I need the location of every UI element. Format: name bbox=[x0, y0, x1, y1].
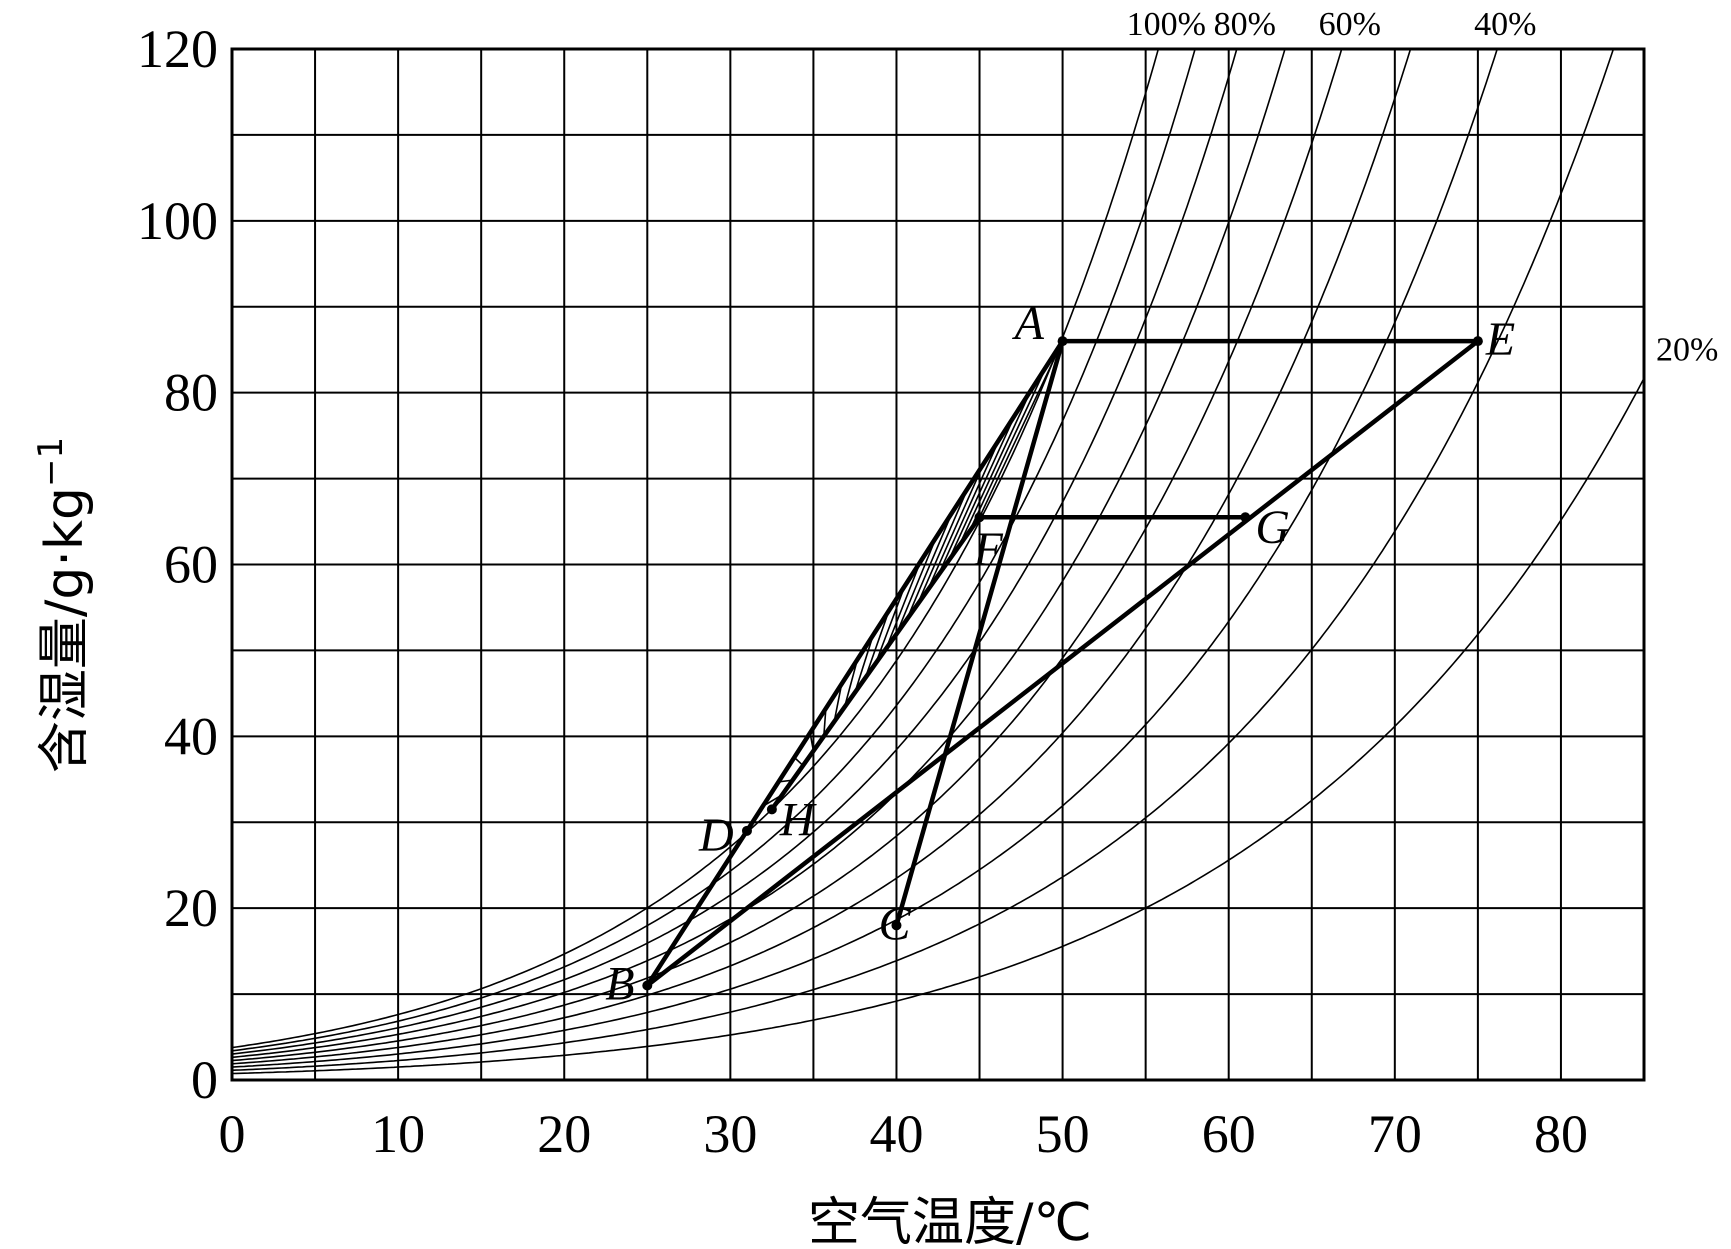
hatch-line bbox=[833, 683, 843, 722]
x-tick-label: 10 bbox=[371, 1104, 425, 1164]
point-H bbox=[766, 804, 777, 815]
segment-AB bbox=[645, 338, 1065, 988]
x-axis-title: 空气温度/℃ bbox=[808, 1193, 1092, 1249]
rh-curves bbox=[231, 48, 1645, 1075]
rh-curve bbox=[231, 48, 1343, 1062]
x-tick-label: 70 bbox=[1368, 1104, 1422, 1164]
y-axis-title: 含湿量/g·kg−1 bbox=[31, 437, 95, 773]
rh-curve bbox=[231, 48, 1196, 1052]
rh-curve bbox=[231, 377, 1645, 1075]
x-tick-label: 40 bbox=[869, 1104, 923, 1164]
hatch-line bbox=[926, 463, 985, 591]
hatch-edge bbox=[978, 340, 1064, 518]
point-label-D: D bbox=[698, 809, 734, 862]
rh-label: 20% bbox=[1656, 331, 1718, 368]
point-C bbox=[891, 920, 902, 931]
rh-curve bbox=[231, 48, 1238, 1055]
state-points: A B C D E F G H bbox=[605, 297, 1515, 1010]
rh-curve bbox=[231, 48, 1498, 1068]
hatch-line bbox=[895, 536, 938, 635]
plot-frame bbox=[230, 47, 1646, 1082]
y-tick-label: 120 bbox=[137, 19, 218, 79]
point-A bbox=[1057, 336, 1068, 347]
rh-label: 40% bbox=[1474, 6, 1536, 43]
y-tick-label: 40 bbox=[164, 706, 218, 766]
rh-label: 60% bbox=[1319, 6, 1381, 43]
hatch-line bbox=[968, 365, 1048, 533]
hatch-line bbox=[885, 561, 922, 649]
point-G bbox=[1240, 512, 1251, 523]
point-label-F: F bbox=[973, 523, 1004, 576]
y-tick-label: 60 bbox=[164, 535, 218, 595]
process-lines bbox=[645, 338, 1481, 988]
point-label-C: C bbox=[878, 897, 911, 950]
x-tick-label: 80 bbox=[1534, 1104, 1588, 1164]
point-label-B: B bbox=[605, 957, 634, 1010]
segment-EB bbox=[645, 338, 1481, 988]
point-D bbox=[741, 825, 752, 836]
rh-labels: 100% 80% 60% 40% 20% bbox=[1127, 6, 1719, 368]
hatch-line bbox=[874, 585, 906, 664]
x-tick-label: 50 bbox=[1036, 1104, 1090, 1164]
grid bbox=[232, 49, 1644, 1080]
y-tick-label: 0 bbox=[191, 1050, 218, 1110]
hatch-line bbox=[843, 659, 859, 708]
segment-FH bbox=[769, 514, 982, 812]
point-E bbox=[1472, 336, 1483, 347]
rh-curve bbox=[231, 48, 1286, 1059]
y-axis-title-group: 含湿量/g·kg−1 bbox=[31, 437, 95, 773]
hatch-line bbox=[937, 438, 1001, 576]
x-tick-label: 20 bbox=[537, 1104, 591, 1164]
hatch-line bbox=[864, 610, 890, 679]
y-axis-title-superscript: −1 bbox=[31, 437, 71, 487]
y-tick-label: 80 bbox=[164, 363, 218, 423]
hatch-line bbox=[958, 389, 1032, 547]
x-tick-label: 60 bbox=[1202, 1104, 1256, 1164]
rh-label: 80% bbox=[1214, 6, 1276, 43]
rh-curve bbox=[231, 48, 1412, 1065]
y-tick-label: 20 bbox=[164, 878, 218, 938]
hatch-line bbox=[916, 487, 969, 606]
segment-AC bbox=[894, 338, 1065, 928]
hatch-line bbox=[906, 512, 953, 620]
x-tick-label: 0 bbox=[219, 1104, 246, 1164]
hatch-line bbox=[947, 414, 1016, 562]
rh-curve bbox=[231, 48, 1615, 1072]
hatch-line bbox=[854, 634, 874, 693]
point-B bbox=[642, 980, 653, 991]
x-tick-label: 30 bbox=[703, 1104, 757, 1164]
rh-curve bbox=[231, 48, 1160, 1049]
point-label-A: A bbox=[1012, 297, 1045, 350]
point-label-E: E bbox=[1485, 313, 1515, 366]
point-label-G: G bbox=[1255, 501, 1290, 554]
y-tick-label: 100 bbox=[137, 191, 218, 251]
hatch-region bbox=[762, 340, 1064, 808]
point-F bbox=[974, 512, 985, 523]
point-label-H: H bbox=[779, 793, 817, 846]
tick-labels: 0 10 20 30 40 50 60 70 80 0 20 40 60 80 100 120 bbox=[137, 19, 1588, 1164]
rh-label: 100% bbox=[1127, 6, 1206, 43]
